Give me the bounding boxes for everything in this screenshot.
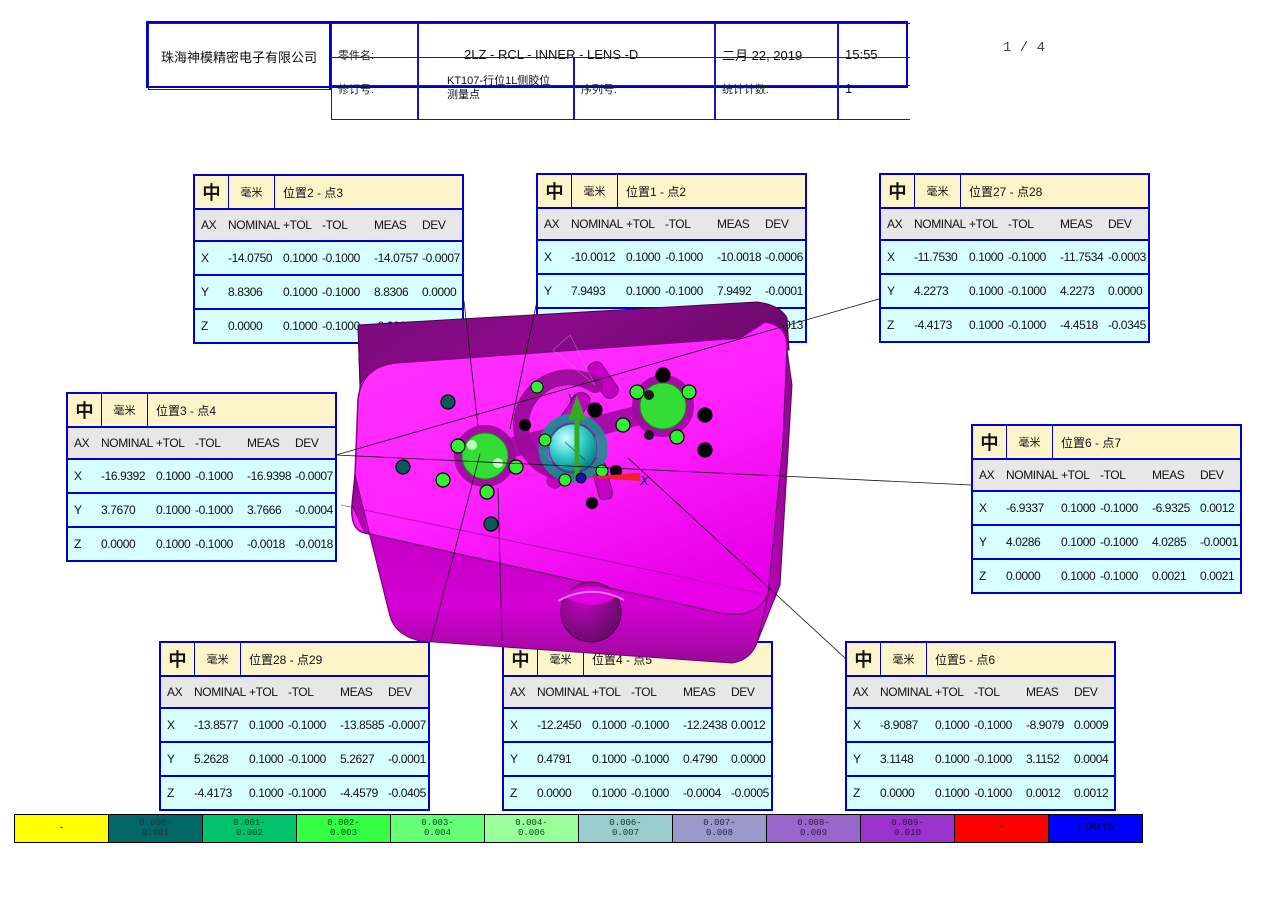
svg-text:X: X bbox=[639, 473, 650, 488]
